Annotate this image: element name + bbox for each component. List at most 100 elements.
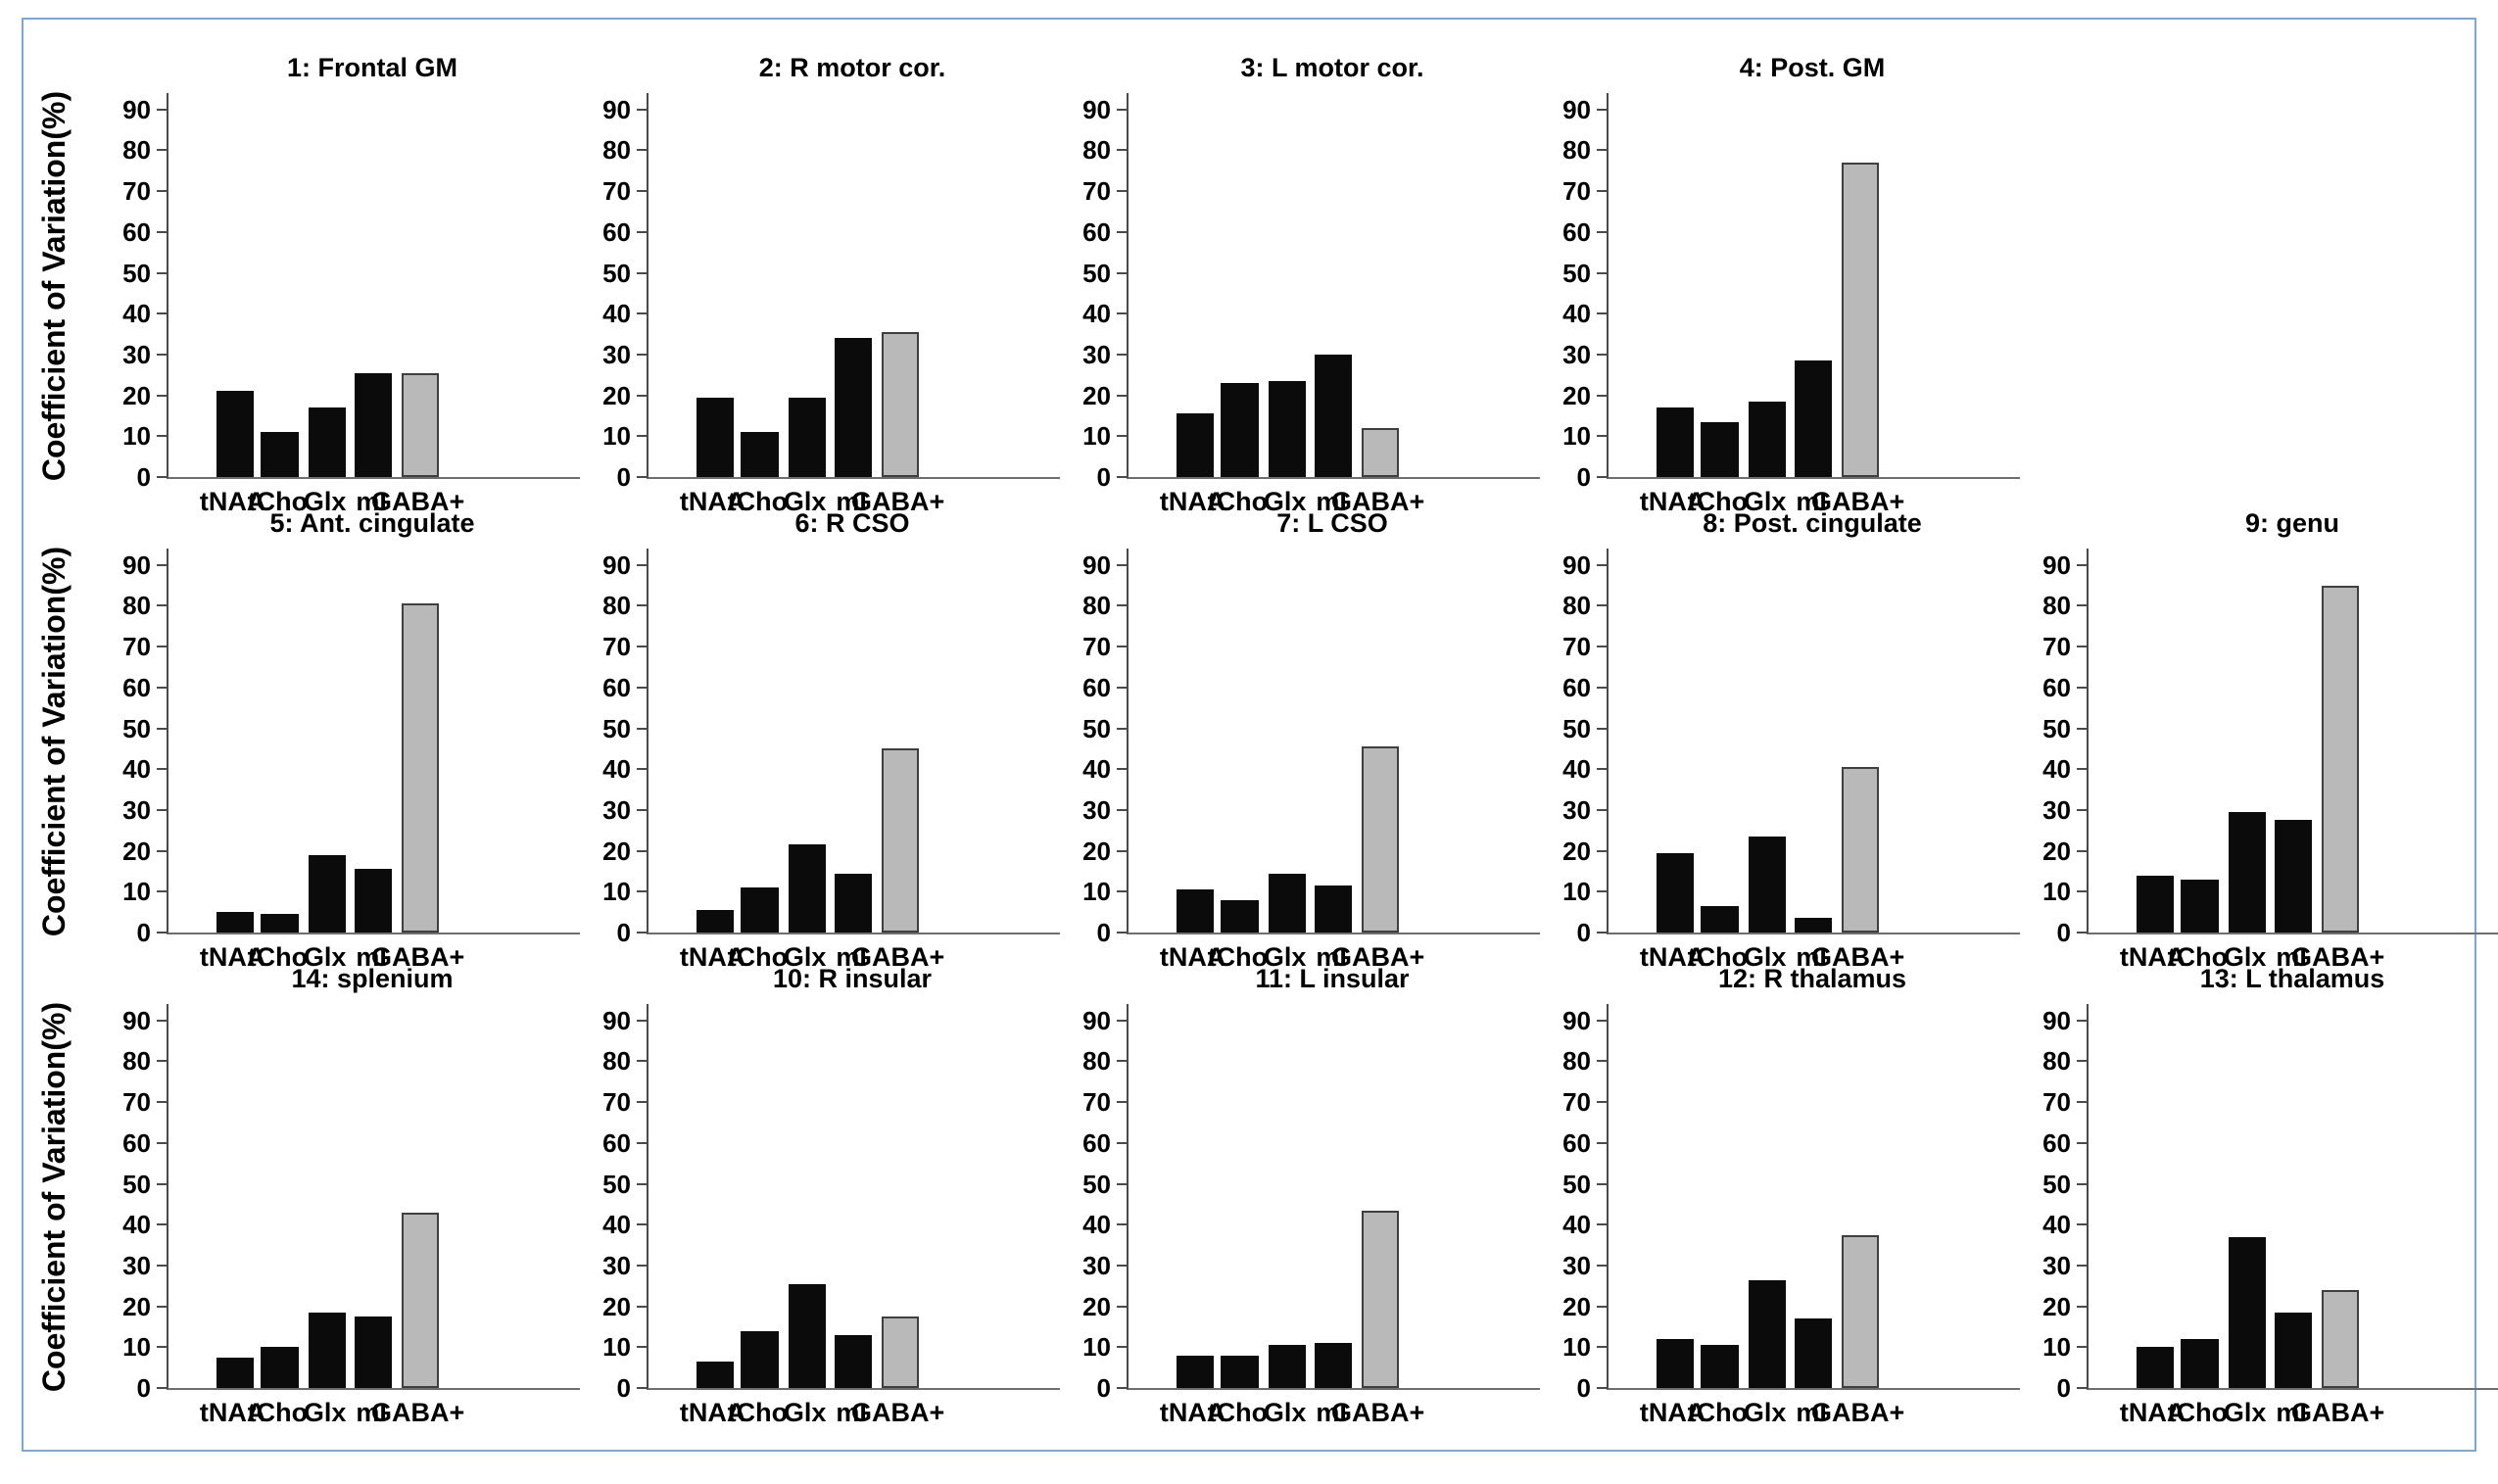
y-tick-mark xyxy=(2077,1346,2087,1349)
y-tick-mark xyxy=(157,1346,167,1349)
y-tick-mark xyxy=(157,932,167,933)
y-tick-mark xyxy=(1117,1305,1127,1308)
bar-tcho xyxy=(2181,1338,2219,1388)
x-axis-labels: tNAA tCho Glx mI GABA+ xyxy=(2087,934,2498,976)
x-axis-labels: tNAA tCho Glx mI GABA+ xyxy=(1127,934,1538,976)
y-tick-label: 30 xyxy=(602,1250,631,1280)
x-category-label: GABA+ xyxy=(1810,1398,1905,1427)
x-category-label: tNAA xyxy=(679,487,746,516)
y-tick-label: 60 xyxy=(1082,1127,1111,1158)
y-tick-mark xyxy=(1597,686,1607,689)
bar-tcho xyxy=(741,887,779,933)
y-tick-label: 0 xyxy=(1096,1373,1111,1403)
x-category-label: mI xyxy=(356,1398,387,1427)
y-tick-label: 10 xyxy=(122,421,151,452)
y-tick-label: 70 xyxy=(602,632,631,662)
y-axis-label: Coefficient of Variation(%) xyxy=(36,90,72,482)
y-tick-label: 90 xyxy=(2042,550,2071,580)
y-tick-label: 40 xyxy=(602,1210,631,1240)
subplot-5-ant-cingulate: 5: Ant. cingulate 0 10 20 30 40 50 60 70 80 90 tNAA… xyxy=(103,495,583,976)
bar-mi xyxy=(355,1316,393,1388)
bar-tnaa xyxy=(216,1357,254,1388)
y-tick-mark xyxy=(157,1264,167,1267)
y-tick-mark xyxy=(1117,932,1127,933)
x-category-label: tNAA xyxy=(679,942,746,972)
y-tick-mark xyxy=(637,1346,647,1349)
y-tick-label: 20 xyxy=(1562,1291,1591,1321)
y-tick-label: 80 xyxy=(1082,591,1111,621)
x-category-label: tCho xyxy=(247,1398,309,1427)
y-tick-label: 70 xyxy=(2042,1087,2071,1118)
x-category-label: Glx xyxy=(1743,942,1787,972)
bar-gaba xyxy=(881,1316,919,1388)
y-tick-mark xyxy=(1597,353,1607,356)
y-tick-label: 10 xyxy=(1082,1332,1111,1363)
x-category-label: tCho xyxy=(1207,487,1269,516)
y-tick-mark xyxy=(637,727,647,730)
y-tick-mark xyxy=(2077,1223,2087,1226)
bar-tcho xyxy=(1701,905,1739,933)
y-tick-mark xyxy=(2077,890,2087,893)
bar-tcho xyxy=(1221,899,1259,933)
plot-area: 0 10 20 30 40 50 60 70 80 90 xyxy=(602,549,1060,945)
bar-gaba xyxy=(401,372,439,477)
x-category-label: tNAA xyxy=(1159,942,1226,972)
subplot-13-l-thalamus: 13: L thalamus 0 10 20 30 40 50 60 70 80 90 tNAA tCh… xyxy=(2023,950,2498,1431)
y-tick-label: 0 xyxy=(1096,918,1111,947)
y-tick-label: 20 xyxy=(1082,380,1111,410)
y-tick-mark xyxy=(1597,932,1607,933)
y-tick-label: 0 xyxy=(2056,918,2071,947)
plot-area: 0 10 20 30 40 50 60 70 80 90 xyxy=(122,93,580,490)
y-tick-mark xyxy=(157,849,167,852)
y-tick-label: 60 xyxy=(602,1127,631,1158)
y-tick-mark xyxy=(157,394,167,397)
x-category-label: tCho xyxy=(727,942,789,972)
y-tick-mark xyxy=(1117,849,1127,852)
y-tick-mark xyxy=(157,1101,167,1104)
plot-area: 0 10 20 30 40 50 60 70 80 90 xyxy=(2042,1004,2498,1401)
y-tick-mark xyxy=(1597,1141,1607,1144)
y-tick-mark xyxy=(1117,1264,1127,1267)
y-tick-mark xyxy=(637,890,647,893)
y-axis-label: Coefficient of Variation(%) xyxy=(36,1001,72,1393)
x-axis-labels: tNAA tCho Glx mI GABA+ xyxy=(1127,1390,1538,1431)
bar-glx xyxy=(1268,873,1306,933)
y-tick-label: 80 xyxy=(1562,135,1591,166)
y-tick-label: 0 xyxy=(2056,1373,2071,1403)
y-tick-label: 10 xyxy=(1082,877,1111,907)
x-category-label: tCho xyxy=(1687,942,1749,972)
y-tick-label: 60 xyxy=(1562,672,1591,702)
y-tick-label: 90 xyxy=(1082,1005,1111,1035)
y-tick-mark xyxy=(1117,1101,1127,1104)
y-axis-label: Coefficient of Variation(%) xyxy=(36,546,72,937)
y-tick-mark xyxy=(157,604,167,607)
x-category-label: tNAA xyxy=(199,1398,266,1427)
x-category-label: GABA+ xyxy=(1810,487,1905,516)
y-tick-mark xyxy=(157,686,167,689)
x-category-label: tNAA xyxy=(1159,1398,1226,1427)
y-tick-label: 80 xyxy=(602,591,631,621)
y-tick-mark xyxy=(2077,1101,2087,1104)
x-category-label: tCho xyxy=(1687,1398,1749,1427)
y-tick-label: 60 xyxy=(1562,216,1591,247)
chart-title: 11: L insular xyxy=(1255,964,1410,993)
x-category-label: mI xyxy=(2276,942,2307,972)
subplot-2-r-motor-cor: 2: R motor cor. 0 10 20 30 40 50 60 70 80 90 tNAA tC… xyxy=(583,39,1063,520)
y-tick-label: 70 xyxy=(1082,632,1111,662)
y-tick-label: 0 xyxy=(1576,1373,1591,1403)
subplot-4-post-gm: 4: Post. GM 0 10 20 30 40 50 60 70 80 90 tNAA tCho Gl… xyxy=(1543,39,2023,520)
y-tick-label: 70 xyxy=(1562,632,1591,662)
y-tick-label: 30 xyxy=(1562,794,1591,825)
subplot-6-r-cso: 6: R CSO 0 10 20 30 40 50 60 70 80 90 tNAA tCho Glx mI… xyxy=(583,495,1063,976)
y-tick-mark xyxy=(157,890,167,893)
y-tick-mark xyxy=(157,563,167,566)
x-category-label: mI xyxy=(1796,1398,1827,1427)
x-category-label: Glx xyxy=(1263,487,1307,516)
y-tick-label: 10 xyxy=(122,877,151,907)
chart-title: 6: R CSO xyxy=(794,508,910,538)
y-tick-label: 10 xyxy=(1562,421,1591,452)
y-tick-label: 40 xyxy=(2042,1210,2071,1240)
x-category-label: tNAA xyxy=(679,1398,746,1427)
bar-tnaa xyxy=(1176,413,1214,477)
y-tick-label: 30 xyxy=(1082,794,1111,825)
